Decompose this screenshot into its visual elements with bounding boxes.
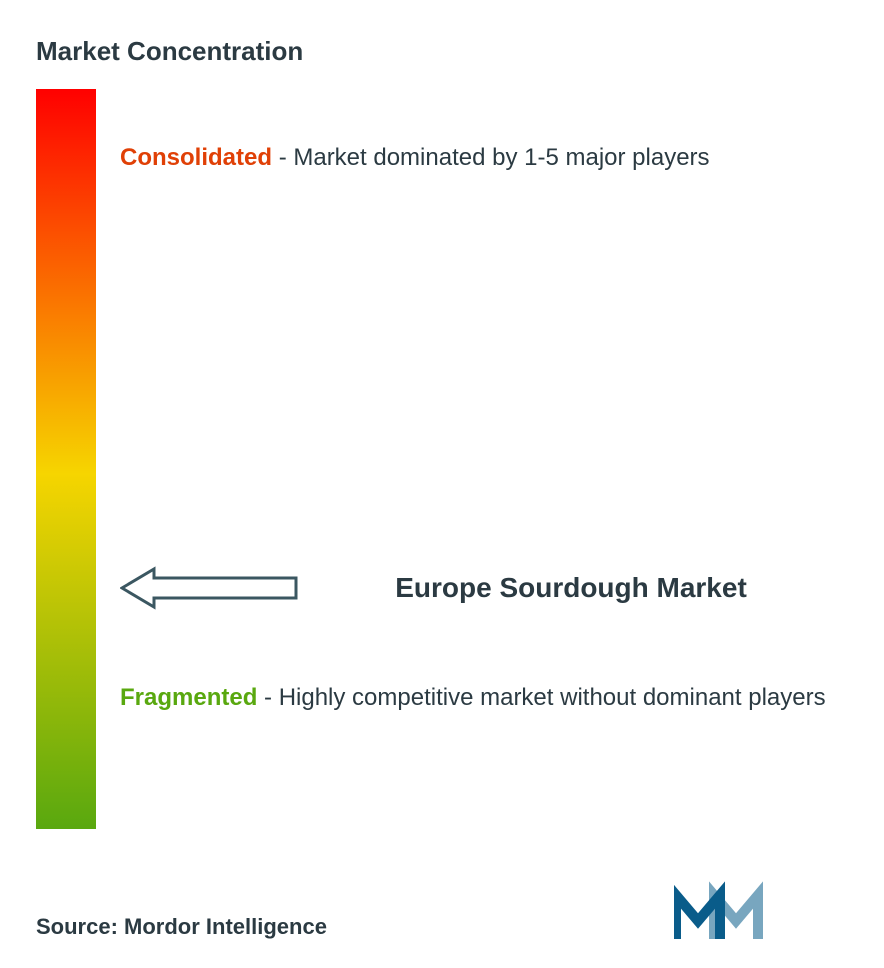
left-arrow-icon xyxy=(120,563,300,613)
market-name: Europe Sourdough Market xyxy=(324,572,818,604)
mordor-logo-icon xyxy=(674,881,774,948)
chart-title: Market Concentration xyxy=(36,36,848,67)
consolidated-description: - Market dominated by 1-5 major players xyxy=(279,144,710,171)
consolidated-keyword: Consolidated xyxy=(120,144,272,171)
labels-column: Consolidated - Market dominated by 1-5 m… xyxy=(120,89,848,829)
consolidated-label: Consolidated - Market dominated by 1-5 m… xyxy=(120,141,828,176)
fragmented-keyword: Fragmented xyxy=(120,684,257,711)
content-row: Consolidated - Market dominated by 1-5 m… xyxy=(36,89,848,829)
market-pointer-row: Europe Sourdough Market xyxy=(120,563,818,613)
fragmented-description: - Highly competitive market without domi… xyxy=(264,684,826,711)
concentration-gradient-bar xyxy=(36,89,96,829)
source-attribution: Source: Mordor Intelligence xyxy=(36,914,327,940)
fragmented-label: Fragmented - Highly competitive market w… xyxy=(120,681,828,716)
